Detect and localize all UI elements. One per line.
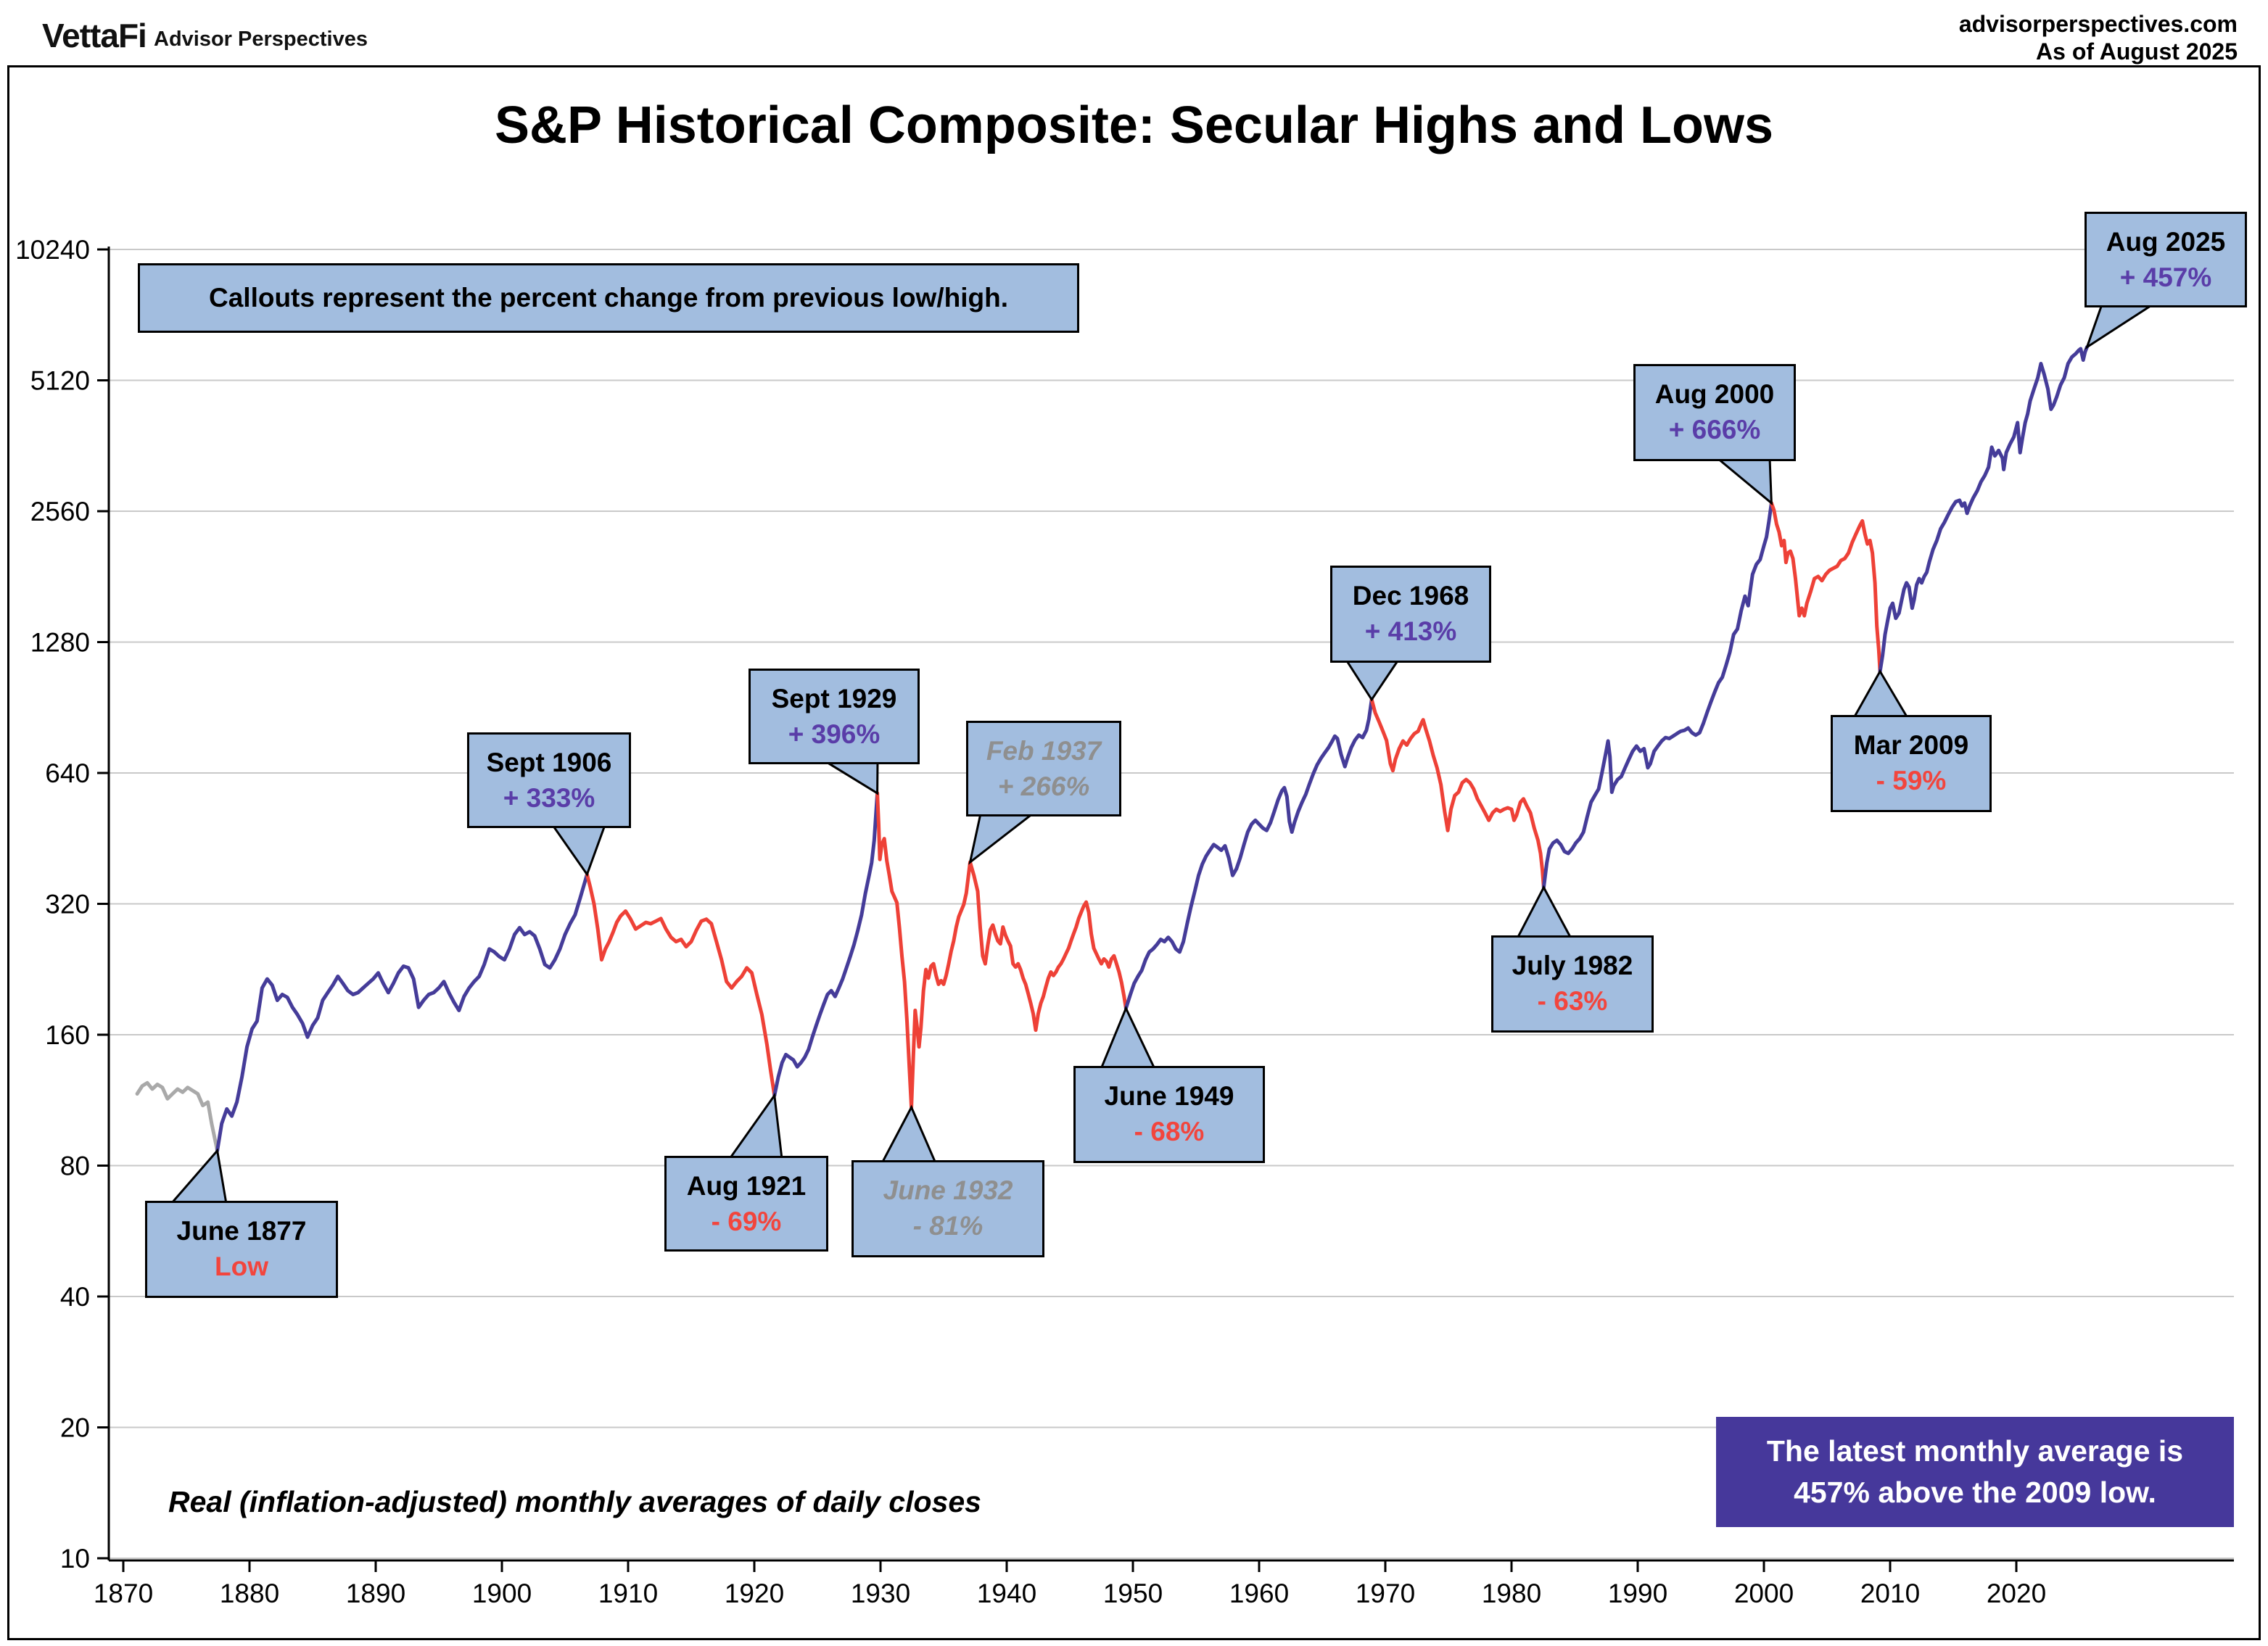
- x-axis-label: 1900: [472, 1579, 532, 1608]
- x-axis-label: 2010: [1860, 1579, 1920, 1608]
- chart-title: S&P Historical Composite: Secular Highs …: [494, 96, 1774, 154]
- series-secular-bear-1906-1921: [585, 872, 777, 1098]
- callout-pointer-dec-1968: [1344, 658, 1401, 702]
- callout-pointer-aug-1921: [727, 1092, 783, 1160]
- y-axis-label: 10240: [15, 235, 90, 265]
- callout-pointer-feb-1937: [968, 812, 1036, 865]
- x-axis-label: 1970: [1356, 1579, 1415, 1608]
- y-axis-label: 320: [45, 890, 90, 919]
- header-right: advisorperspectives.com As of August 202…: [1959, 10, 2238, 65]
- y-axis-label: 40: [60, 1282, 90, 1312]
- y-axis-label: 20: [60, 1413, 90, 1443]
- series-secular-bull-1982-2000: [1541, 501, 1773, 890]
- x-axis-label: 2020: [1987, 1579, 2046, 1608]
- x-axis-label: 1940: [977, 1579, 1036, 1608]
- x-axis-label: 1910: [598, 1579, 658, 1608]
- as-of-date: As of August 2025: [2036, 38, 2238, 65]
- summary-line2: 457% above the 2009 low.: [1794, 1476, 2156, 1509]
- callout-pointer-aug-2025: [2085, 303, 2157, 350]
- callout-pointer-sept-1929: [821, 760, 879, 795]
- summary-box: The latest monthly average is 457% above…: [1716, 1417, 2234, 1527]
- y-axis-label: 2560: [30, 497, 90, 526]
- vettafi-logo: VettaFi: [42, 17, 147, 54]
- x-axis-label: 1950: [1103, 1579, 1163, 1608]
- logo-subtitle: Advisor Perspectives: [154, 28, 368, 51]
- chart-frame: [7, 65, 2261, 1640]
- y-axis-label: 80: [60, 1151, 90, 1181]
- x-axis-label: 1980: [1482, 1579, 1541, 1608]
- x-axis-label: 1880: [220, 1579, 279, 1608]
- y-axis-label: 10: [60, 1544, 90, 1573]
- y-axis-label: 5120: [30, 366, 90, 396]
- series-secular-bear-1968-1982: [1369, 698, 1546, 890]
- note-text: Callouts represent the percent change fr…: [209, 283, 1008, 313]
- callout-pointer-mar-2009: [1852, 669, 1910, 719]
- x-axis-label: 1890: [346, 1579, 405, 1608]
- series-secular-bear-2000-2009: [1769, 501, 1882, 674]
- series-secular-bull-1949-1968: [1123, 698, 1374, 1011]
- series-secular-bull-2009-2025: [1878, 345, 2089, 674]
- y-axis-label: 160: [45, 1020, 90, 1050]
- x-axis-label: 2000: [1734, 1579, 1794, 1608]
- callout-pointer-june-1877: [168, 1148, 228, 1205]
- series-pre-1877: [135, 1080, 220, 1153]
- series-secular-bear-1929-1949: [875, 791, 1128, 1109]
- summary-line1: The latest monthly average is: [1766, 1434, 2184, 1468]
- x-axis-label: 1920: [725, 1579, 784, 1608]
- callout-pointer-july-1982: [1515, 885, 1573, 940]
- callout-pointer-june-1932: [880, 1104, 938, 1165]
- y-axis-label: 1280: [30, 628, 90, 658]
- callout-pointer-june-1949: [1099, 1005, 1157, 1070]
- callout-pointer-sept-1906: [550, 824, 607, 877]
- series-secular-bull-1877-1906: [215, 872, 589, 1153]
- y-axis-label: 640: [45, 758, 90, 788]
- x-axis-label: 1990: [1608, 1579, 1667, 1608]
- x-axis-label: 1870: [94, 1579, 153, 1608]
- x-axis-label: 1960: [1229, 1579, 1289, 1608]
- footnote: Real (inflation-adjusted) monthly averag…: [168, 1485, 981, 1518]
- series-secular-bull-1921-1929: [772, 791, 880, 1098]
- x-axis-label: 1930: [851, 1579, 910, 1608]
- callout-pointer-aug-2000: [1714, 457, 1773, 506]
- site-url: advisorperspectives.com: [1958, 11, 2238, 37]
- note-box: Callouts represent the percent change fr…: [138, 263, 1079, 333]
